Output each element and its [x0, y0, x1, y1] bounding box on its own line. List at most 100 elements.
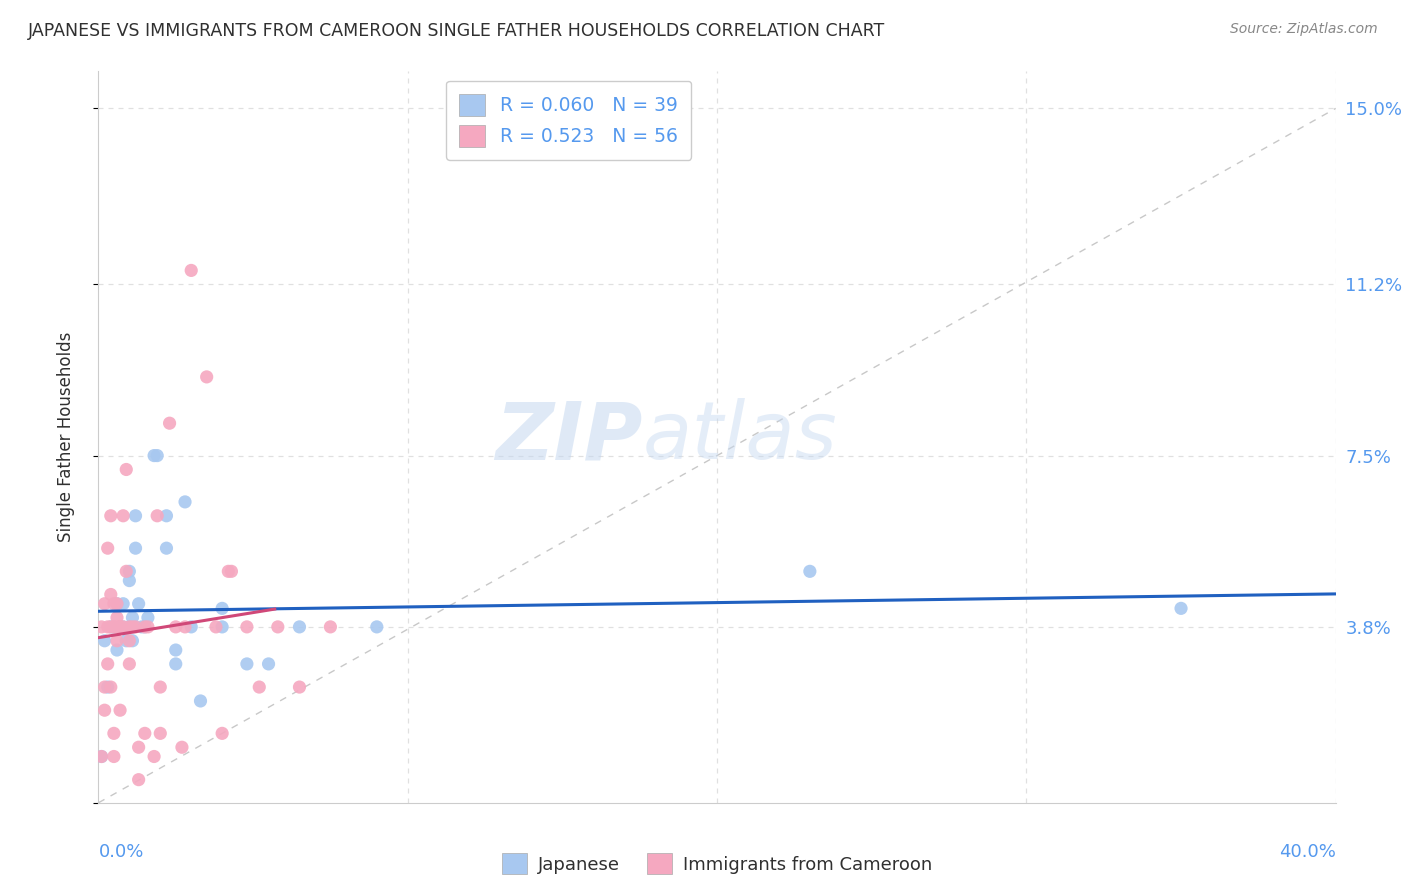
Point [115, 565, 138, 579]
Point [190, 694, 212, 708]
Point [108, 620, 131, 634]
Point [100, 587, 122, 601]
Point [115, 462, 138, 476]
Point [319, 620, 342, 634]
Point [105, 620, 128, 634]
Point [165, 620, 187, 634]
Text: atlas: atlas [643, 398, 838, 476]
Point [124, 541, 146, 556]
Point [112, 620, 135, 634]
Point [799, 565, 821, 579]
Point [112, 597, 135, 611]
Text: 40.0%: 40.0% [1279, 843, 1336, 861]
Point [174, 620, 197, 634]
Point [97, 620, 120, 634]
Point [211, 726, 233, 740]
Point [100, 680, 122, 694]
Point [211, 601, 233, 615]
Point [170, 740, 193, 755]
Point [93, 633, 115, 648]
Point [105, 597, 128, 611]
Point [90, 749, 112, 764]
Point [288, 680, 311, 694]
Point [103, 597, 125, 611]
Point [118, 657, 141, 671]
Point [100, 620, 122, 634]
Point [217, 565, 239, 579]
Point [112, 508, 135, 523]
Text: 0.0%: 0.0% [98, 843, 143, 861]
Point [100, 508, 122, 523]
Point [103, 620, 125, 634]
Point [236, 657, 259, 671]
Point [90, 749, 112, 764]
Text: ZIP: ZIP [495, 398, 643, 476]
Point [93, 680, 115, 694]
Point [103, 749, 125, 764]
Point [180, 620, 202, 634]
Point [105, 643, 128, 657]
Point [136, 620, 159, 634]
Y-axis label: Single Father Households: Single Father Households [56, 332, 75, 542]
Point [366, 620, 388, 634]
Point [103, 620, 125, 634]
Point [108, 620, 131, 634]
Point [136, 610, 159, 624]
Point [128, 772, 150, 787]
Point [221, 565, 243, 579]
Point [143, 749, 166, 764]
Point [112, 620, 135, 634]
Point [97, 541, 120, 556]
Point [149, 680, 172, 694]
Point [155, 508, 177, 523]
Point [93, 597, 115, 611]
Point [128, 740, 150, 755]
Point [118, 565, 141, 579]
Point [180, 263, 202, 277]
Point [118, 633, 141, 648]
Point [267, 620, 290, 634]
Point [105, 633, 128, 648]
Point [134, 620, 156, 634]
Text: Source: ZipAtlas.com: Source: ZipAtlas.com [1230, 22, 1378, 37]
Point [90, 620, 112, 634]
Point [146, 508, 169, 523]
Point [205, 620, 228, 634]
Point [211, 620, 233, 634]
Point [131, 620, 153, 634]
Point [121, 633, 143, 648]
Point [121, 610, 143, 624]
Legend: Japanese, Immigrants from Cameroon: Japanese, Immigrants from Cameroon [495, 847, 939, 881]
Point [134, 620, 156, 634]
Point [108, 620, 131, 634]
Point [105, 610, 128, 624]
Point [103, 726, 125, 740]
Point [247, 680, 270, 694]
Point [124, 508, 146, 523]
Point [128, 597, 150, 611]
Point [121, 620, 143, 634]
Point [288, 620, 311, 634]
Point [118, 620, 141, 634]
Point [195, 370, 218, 384]
Point [115, 633, 138, 648]
Point [93, 703, 115, 717]
Point [1170, 601, 1192, 615]
Point [159, 416, 181, 430]
Point [118, 620, 141, 634]
Point [105, 597, 128, 611]
Point [146, 449, 169, 463]
Point [100, 620, 122, 634]
Point [108, 703, 131, 717]
Point [155, 541, 177, 556]
Point [97, 657, 120, 671]
Point [118, 574, 141, 588]
Point [97, 680, 120, 694]
Text: JAPANESE VS IMMIGRANTS FROM CAMEROON SINGLE FATHER HOUSEHOLDS CORRELATION CHART: JAPANESE VS IMMIGRANTS FROM CAMEROON SIN… [28, 22, 886, 40]
Point [257, 657, 280, 671]
Point [143, 449, 166, 463]
Point [174, 495, 197, 509]
Point [124, 620, 146, 634]
Point [236, 620, 259, 634]
Point [165, 643, 187, 657]
